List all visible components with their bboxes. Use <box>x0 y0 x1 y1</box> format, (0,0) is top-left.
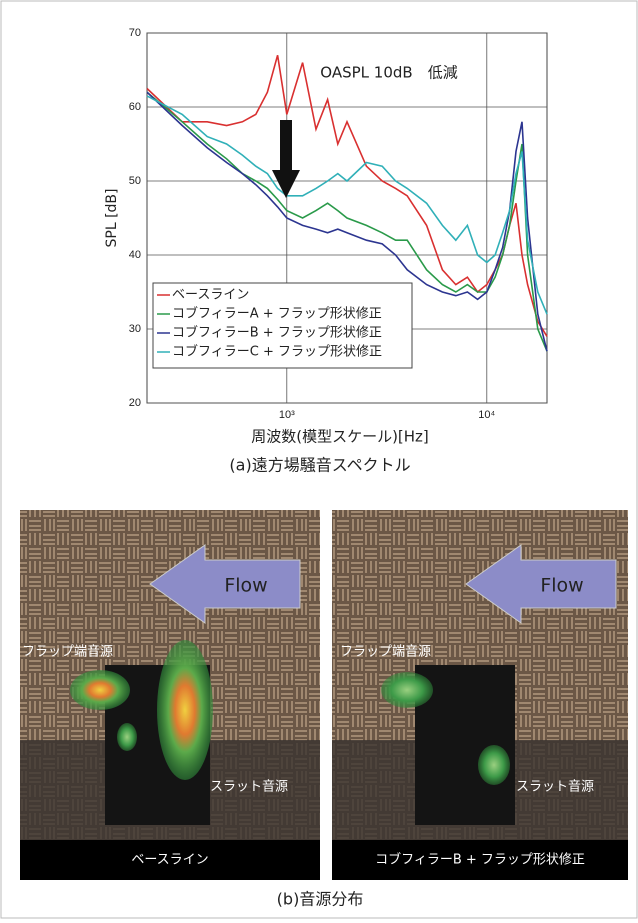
y-tick-label: 30 <box>129 323 141 335</box>
legend-label: ベースライン <box>172 288 249 303</box>
annotation: OASPL 10dB 低減 <box>320 64 457 82</box>
arrow <box>280 120 292 172</box>
source-label: フラップ端音源 <box>340 644 431 660</box>
y-axis-title: SPL [dB] <box>104 189 120 248</box>
legend-label: コブフィラーC + フラップ形状修正 <box>172 344 382 360</box>
source-label: スラット音源 <box>210 779 288 795</box>
x-tick-label: 10³ <box>279 409 295 421</box>
figure: 20 30 40 50 60 70 10³ 10⁴ OASPL 10dB 低減 SPL [dB… <box>0 0 638 919</box>
flow-label: Flow <box>224 575 267 597</box>
y-tick-label: 70 <box>129 27 141 39</box>
y-tick-label: 20 <box>129 397 141 409</box>
panel-label: コブフィラーB + フラップ形状修正 <box>375 852 585 868</box>
y-tick-label: 40 <box>129 249 141 261</box>
flow-label: Flow <box>540 575 583 597</box>
legend-label: コブフィラーA + フラップ形状修正 <box>172 306 382 322</box>
y-tick-label: 50 <box>129 175 141 187</box>
photo-right <box>332 510 628 880</box>
source-label: スラット音源 <box>516 779 594 795</box>
panel-label: ベースライン <box>131 853 208 868</box>
caption: (b)音源分布 <box>277 890 364 909</box>
x-axis-title: 周波数(模型スケール)[Hz] <box>251 428 429 446</box>
photo-left <box>20 510 320 880</box>
x-tick-label: 10⁴ <box>478 409 495 421</box>
caption: (a)遠方場騒音スペクトル <box>229 456 410 475</box>
legend-label: コブフィラーB + フラップ形状修正 <box>172 325 382 341</box>
source-label: フラップ端音源 <box>22 644 113 660</box>
y-tick-label: 60 <box>129 101 141 113</box>
